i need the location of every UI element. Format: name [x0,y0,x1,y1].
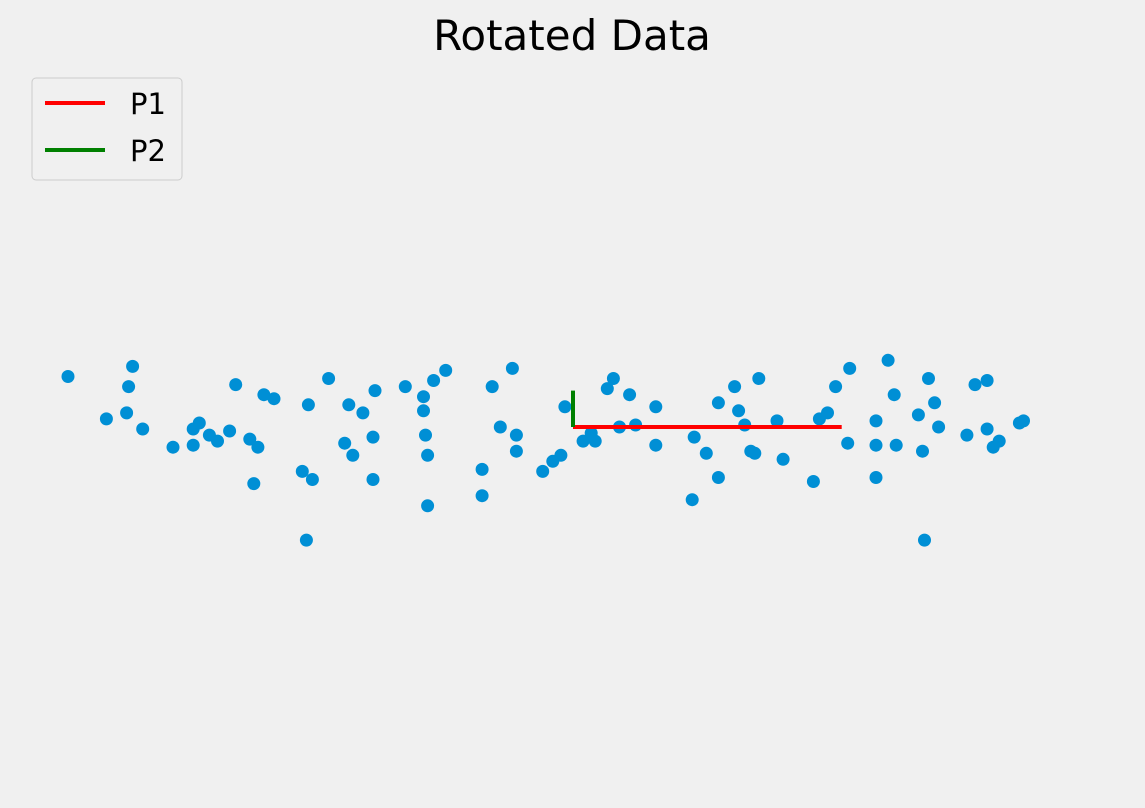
data-point [305,473,319,486]
data-point [728,380,742,394]
data-point [186,438,200,452]
data-point [366,430,380,444]
legend: P1 P2 [31,77,183,181]
data-point [295,464,309,478]
data-point [889,438,903,452]
data-point [887,388,901,402]
data-point [980,422,994,436]
data-point [475,462,489,476]
data-point [211,434,224,448]
component-lines [571,390,842,429]
data-point [417,404,430,418]
data-point [960,428,974,442]
data-point [509,428,523,442]
data-point [122,380,136,394]
data-point [600,382,614,396]
data-point [247,477,261,491]
data-point [711,471,725,484]
data-point [126,359,140,373]
data-point [1017,414,1030,428]
data-point [366,473,380,486]
data-point [509,444,523,458]
data-point [243,432,257,446]
data-point [918,533,931,547]
data-point [61,370,75,383]
data-point [869,414,883,428]
data-point [843,361,857,375]
data-point [257,388,271,402]
data-point [980,374,994,387]
data-point [576,434,590,448]
data-point [421,448,435,462]
data-point [322,372,336,385]
data-point [821,406,834,420]
legend-label-p2: P2 [130,134,166,168]
data-point [301,398,315,412]
data-point [505,361,519,375]
data-point [251,440,265,454]
data-point [421,499,435,513]
data-point [427,374,441,387]
data-point [732,404,746,418]
data-point [229,378,243,392]
data-point [267,392,281,406]
data-point [419,428,432,442]
data-point [649,438,663,452]
data-point [346,448,360,462]
data-point [356,406,370,420]
data-point [649,400,663,414]
data-point [922,372,935,385]
data-point [606,372,620,385]
data-point [485,380,499,394]
data-point [881,353,895,367]
data-point [711,396,725,410]
data-point [475,489,489,503]
data-point [223,424,237,438]
data-point [968,378,982,392]
data-point [166,440,180,454]
data-point [299,533,313,547]
data-point [685,493,699,507]
chart-title: Rotated Data [433,11,711,60]
data-point [120,406,134,420]
data-point [536,464,550,478]
legend-label-p1: P1 [130,87,166,121]
data-point [558,400,572,414]
data-point [911,408,925,422]
data-point [748,446,762,460]
data-point [869,438,883,452]
data-point [368,384,382,398]
data-point [493,420,507,434]
data-point [588,434,602,448]
data-point [687,430,701,444]
data-point [841,436,855,450]
data-point [439,363,453,377]
data-point [417,390,430,404]
data-point [752,372,766,385]
data-point [776,452,790,466]
data-point [829,380,843,394]
data-point [554,448,568,462]
data-point [699,446,713,460]
data-point [928,396,942,410]
data-point [192,416,206,430]
data-point [916,444,929,458]
data-point [770,414,784,428]
data-point [992,434,1006,448]
data-point [806,475,820,488]
data-point [99,412,113,426]
data-point [338,436,352,450]
data-point [869,471,883,484]
data-point [398,380,412,394]
data-point [623,388,637,402]
scatter-points [61,353,1030,547]
data-point [136,422,150,436]
data-point [932,420,946,434]
data-point [342,398,356,412]
